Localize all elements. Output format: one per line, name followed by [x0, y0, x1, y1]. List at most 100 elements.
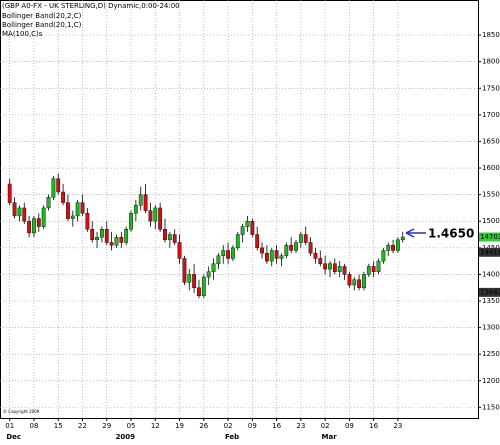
candle-body	[192, 274, 197, 288]
candle-body	[294, 242, 298, 251]
candle-body	[12, 202, 17, 217]
candle-body	[138, 194, 143, 206]
period-label: 2009	[116, 433, 136, 441]
price-marker-label: 14416	[480, 248, 500, 256]
candle-body	[70, 215, 75, 219]
candle-body	[172, 234, 177, 243]
candle-body	[158, 207, 163, 230]
candle-body	[95, 236, 99, 241]
x-tick-label: 09	[345, 422, 354, 430]
candle-body	[386, 244, 391, 251]
candle-body	[318, 258, 323, 264]
y-tick-label: 15000	[482, 217, 500, 225]
price-marker	[479, 247, 500, 257]
candle-body	[240, 226, 245, 235]
candle-body	[100, 229, 104, 238]
candle-body	[328, 263, 332, 270]
candle-body	[298, 234, 303, 243]
candle-body	[260, 247, 264, 254]
candle-body	[400, 236, 405, 241]
candle-body	[303, 234, 308, 243]
candle-body	[104, 229, 109, 243]
candle-body	[61, 191, 65, 203]
y-tick-label: 12500	[482, 350, 500, 358]
candle-body	[396, 239, 400, 251]
candle-body	[167, 234, 172, 241]
period-label: Dec	[6, 433, 21, 441]
candle-body	[197, 287, 201, 296]
candle-body	[32, 218, 36, 234]
copyright: © Copyright 2009	[3, 409, 40, 414]
x-tick-label: 19	[175, 422, 184, 430]
candle-body	[177, 242, 182, 259]
arrow-head	[405, 228, 415, 238]
candle-body	[337, 266, 342, 272]
y-tick-label: 17000	[482, 111, 500, 119]
candle-body	[255, 234, 260, 249]
candle-body	[265, 252, 269, 262]
candle-body	[352, 279, 357, 286]
y-tick-label: 17500	[482, 84, 500, 92]
candle-body	[75, 202, 80, 217]
y-tick-label: 16000	[482, 164, 500, 172]
candle-body	[129, 213, 133, 230]
candle-body	[269, 250, 274, 262]
y-tick-label: 14000	[482, 270, 500, 278]
candle-body	[22, 207, 27, 222]
y-tick-label: 16500	[482, 137, 500, 145]
candle-body	[66, 202, 70, 219]
candle-body	[46, 197, 51, 209]
marks	[7, 173, 405, 299]
candle-body	[187, 274, 192, 283]
plot-frame	[0, 0, 479, 419]
candle-body	[362, 274, 366, 288]
candle-body	[245, 221, 250, 227]
y-tick-label: 12000	[482, 377, 500, 385]
legend-entry: MA(100,C)s	[2, 30, 43, 38]
x-tick-label: 26	[199, 422, 208, 430]
candle-body	[221, 250, 226, 256]
candle-body	[182, 258, 187, 283]
candle-body	[376, 260, 381, 272]
grid	[0, 0, 478, 418]
y-tick-label: 18000	[482, 58, 500, 66]
x-tick-label: 01	[5, 422, 14, 430]
candle-body	[143, 194, 148, 211]
y-tick-label: 15500	[482, 191, 500, 199]
x-tick-label: 12	[151, 422, 160, 430]
candle-body	[7, 183, 12, 203]
x-tick-label: 05	[127, 422, 136, 430]
candle-body	[153, 207, 158, 222]
candle-body	[119, 236, 124, 243]
x-tick-label: 16	[272, 422, 281, 430]
candle-body	[289, 244, 294, 251]
price-marker	[479, 287, 500, 297]
candle-body	[284, 244, 289, 256]
candle-body	[279, 255, 284, 259]
candle-body	[56, 178, 61, 193]
chart-title: (GBP A0-FX - UK STERLING,D) Dynamic,0:00…	[2, 2, 180, 10]
price-marker-label: 13662	[480, 288, 500, 296]
x-tick-label: 23	[296, 422, 305, 430]
candle-body	[133, 205, 138, 214]
y-tick-label: 13000	[482, 324, 500, 332]
x-tick-label: 09	[248, 422, 257, 430]
candle-body	[41, 207, 46, 227]
period-label: Mar	[322, 433, 338, 441]
x-tick-label: 02	[321, 422, 330, 430]
candle-body	[206, 271, 211, 278]
candle-body	[323, 263, 328, 270]
candle-body	[235, 234, 240, 249]
period-label: Feb	[225, 433, 239, 441]
candle-body	[114, 236, 119, 246]
candle-body	[124, 229, 129, 243]
annotation-arrow	[405, 228, 426, 238]
candle-body	[308, 242, 313, 254]
candle-body	[231, 247, 235, 259]
annotation: 1.4650	[428, 227, 474, 241]
candle-body	[51, 178, 56, 198]
x-tick-label: 08	[30, 422, 39, 430]
